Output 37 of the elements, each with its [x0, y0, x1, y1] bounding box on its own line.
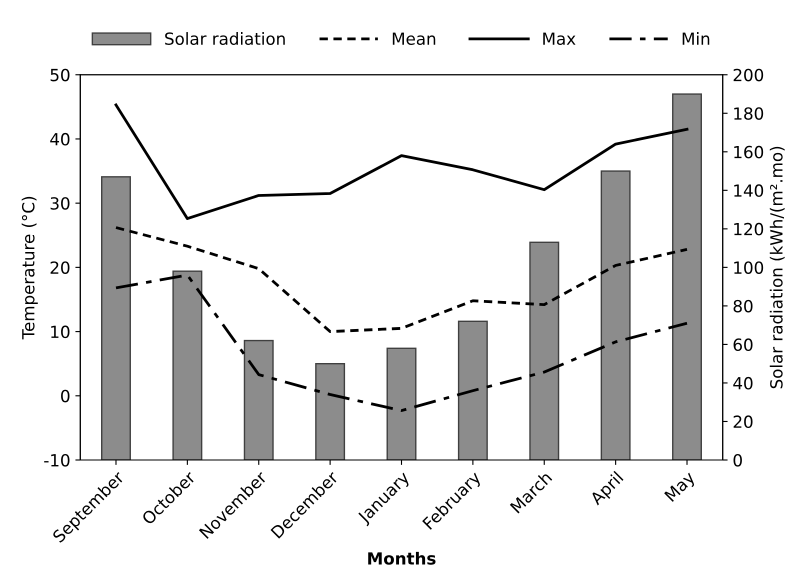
bar — [101, 176, 131, 460]
bar — [244, 340, 274, 460]
y2-tick-label: 140 — [734, 184, 764, 197]
y-tick-label: 0 — [61, 390, 70, 402]
bar — [458, 320, 488, 460]
y2-tick-label: 0 — [734, 454, 742, 467]
bar — [600, 170, 631, 460]
y2-tick-label: 40 — [733, 376, 753, 390]
y2-tick-label: 80 — [734, 300, 753, 312]
y-tick-label: -10 — [44, 454, 70, 467]
y2-tick-label: 120 — [734, 222, 764, 236]
y-tick-label: 50 — [50, 68, 70, 82]
line-series — [114, 274, 688, 412]
y2-tick-label: 200 — [734, 68, 764, 82]
bar — [172, 270, 202, 460]
line-series — [114, 226, 688, 333]
bar — [672, 93, 702, 460]
line-series — [114, 104, 688, 220]
legend-label: Mean — [392, 32, 436, 45]
legend-label: Max — [543, 32, 576, 45]
y2-tick-label: 20 — [734, 415, 753, 428]
y-tick-label: 20 — [50, 261, 70, 274]
y2-tick-label: 100 — [734, 261, 764, 274]
y-axis-title: Temperature (°C) — [22, 196, 38, 340]
x-axis-title: Months — [368, 552, 436, 565]
y2-tick-label: 180 — [734, 107, 764, 120]
y2-axis-title: Solar radiation (kWh/(m².mo) — [770, 146, 785, 388]
bar — [315, 362, 346, 460]
y-tick-label: 10 — [51, 326, 70, 338]
y2-tick-label: 160 — [734, 146, 764, 158]
y-tick-label: 40 — [50, 132, 70, 146]
legend-label: Solar radiation — [165, 32, 285, 45]
y-tick-label: 30 — [50, 197, 70, 210]
y2-tick-label: 60 — [734, 338, 753, 351]
legend-label: Min — [682, 32, 710, 45]
bar — [386, 348, 416, 460]
bar — [529, 242, 560, 460]
